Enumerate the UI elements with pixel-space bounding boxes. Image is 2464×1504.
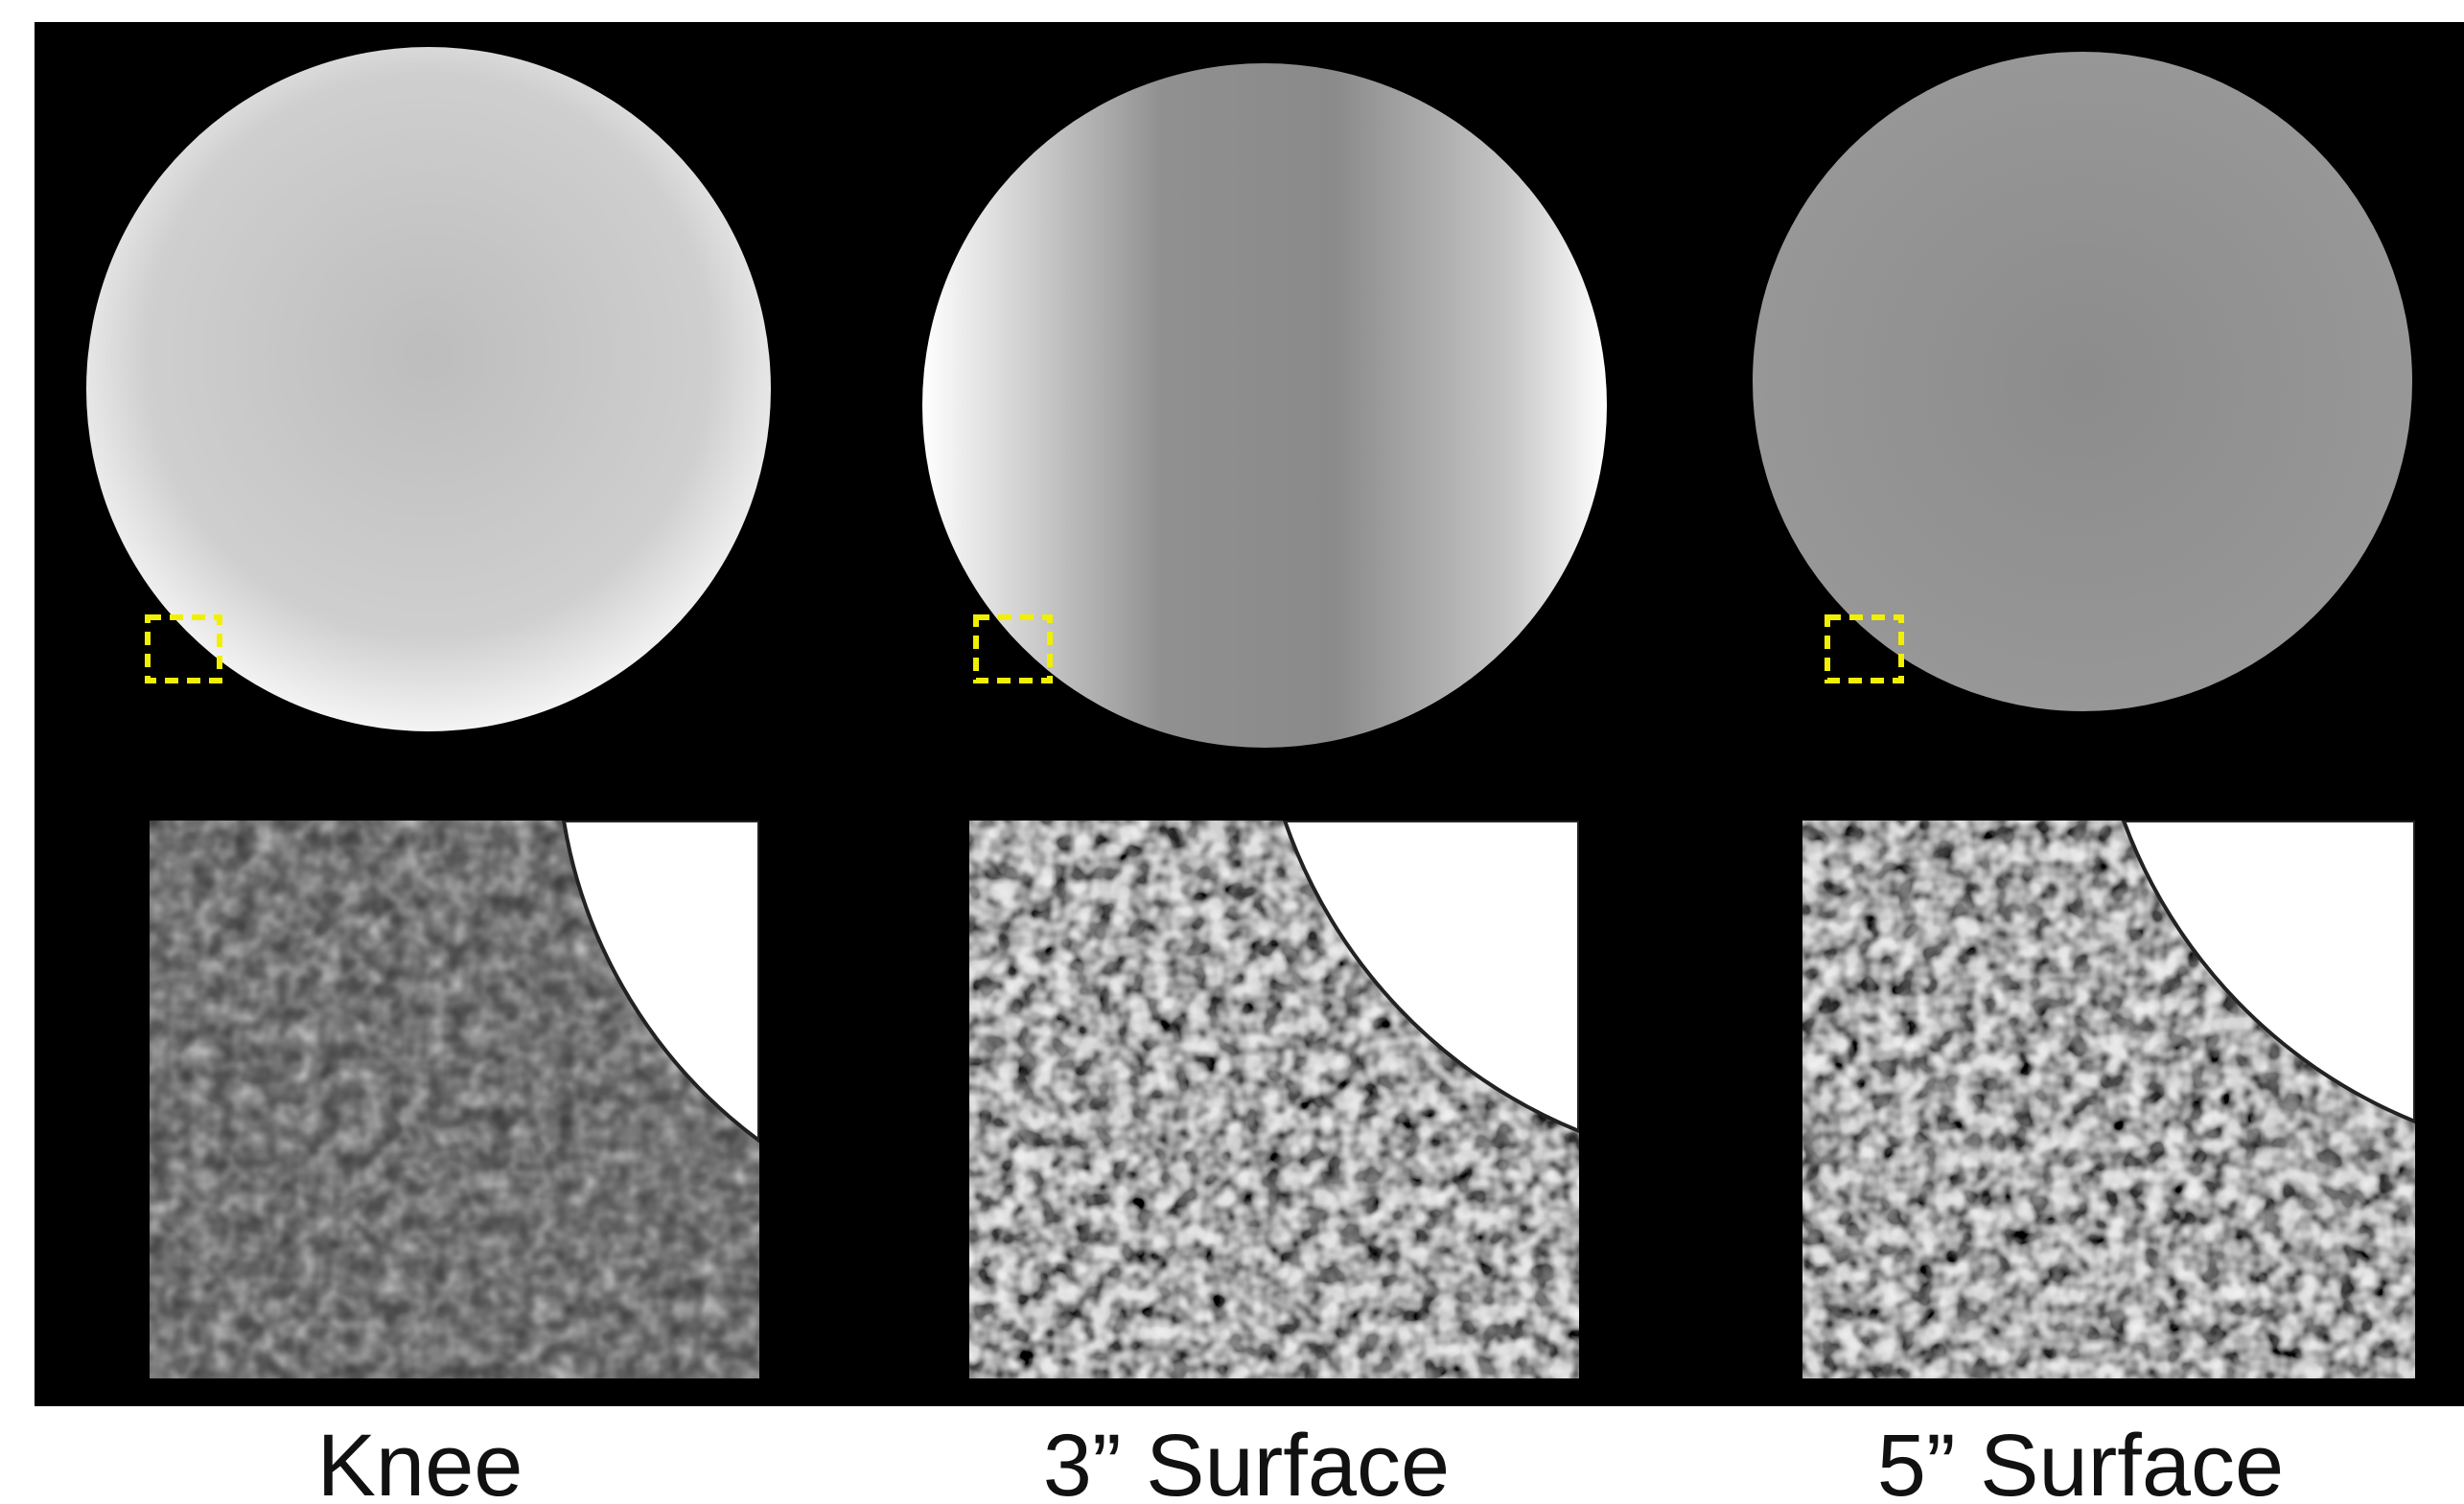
panel-label: 3” Surface [1043, 1417, 1450, 1504]
zoom-inset [969, 821, 1579, 1378]
figure: Knee 3” Surface 5” Surface [0, 0, 2464, 1504]
zoom-inset [1802, 821, 2415, 1378]
phantom-image [86, 47, 771, 731]
phantom-image [922, 63, 1607, 748]
phantom-image [1753, 52, 2412, 711]
zoom-inset [150, 821, 759, 1378]
page: Knee 3” Surface 5” Surface (() => { cons… [0, 0, 2464, 1504]
panel-label: 5” Surface [1877, 1417, 2284, 1504]
panel-label: Knee [317, 1417, 523, 1504]
